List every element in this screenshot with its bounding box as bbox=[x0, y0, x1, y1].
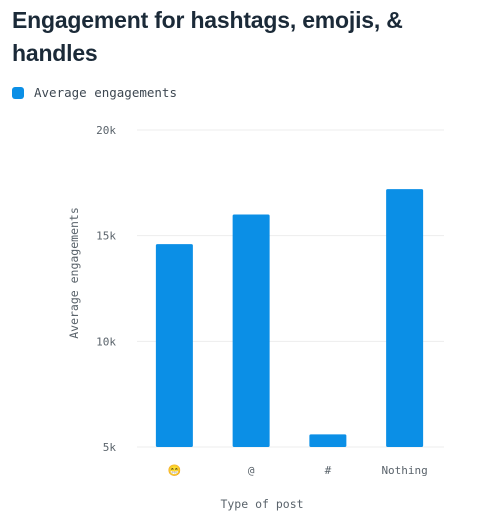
y-tick-label: 20k bbox=[96, 124, 116, 137]
y-tick-label: 15k bbox=[96, 230, 116, 243]
bar[interactable] bbox=[155, 244, 193, 447]
x-tick-label: # bbox=[325, 464, 332, 477]
x-tick-label: Nothing bbox=[381, 464, 427, 477]
legend: Average engagements bbox=[12, 85, 177, 100]
bar[interactable] bbox=[232, 214, 270, 447]
chart-title: Engagement for hashtags, emojis, & handl… bbox=[12, 7, 403, 66]
x-axis-ticks: 😁 @ # Nothing bbox=[168, 464, 428, 477]
x-axis-label: Type of post bbox=[220, 497, 303, 511]
y-tick-label: 5k bbox=[103, 441, 117, 454]
x-tick-label: 😁 bbox=[168, 464, 182, 477]
x-tick-label: @ bbox=[248, 464, 255, 477]
bars bbox=[155, 189, 424, 447]
bar[interactable] bbox=[386, 189, 424, 447]
legend-label: Average engagements bbox=[34, 85, 177, 100]
bar[interactable] bbox=[309, 434, 347, 447]
y-tick-label: 10k bbox=[96, 335, 116, 348]
y-axis-ticks: 5k 10k 15k 20k bbox=[96, 124, 116, 454]
legend-swatch bbox=[12, 86, 24, 99]
y-axis-label: Average engagements bbox=[67, 207, 81, 339]
